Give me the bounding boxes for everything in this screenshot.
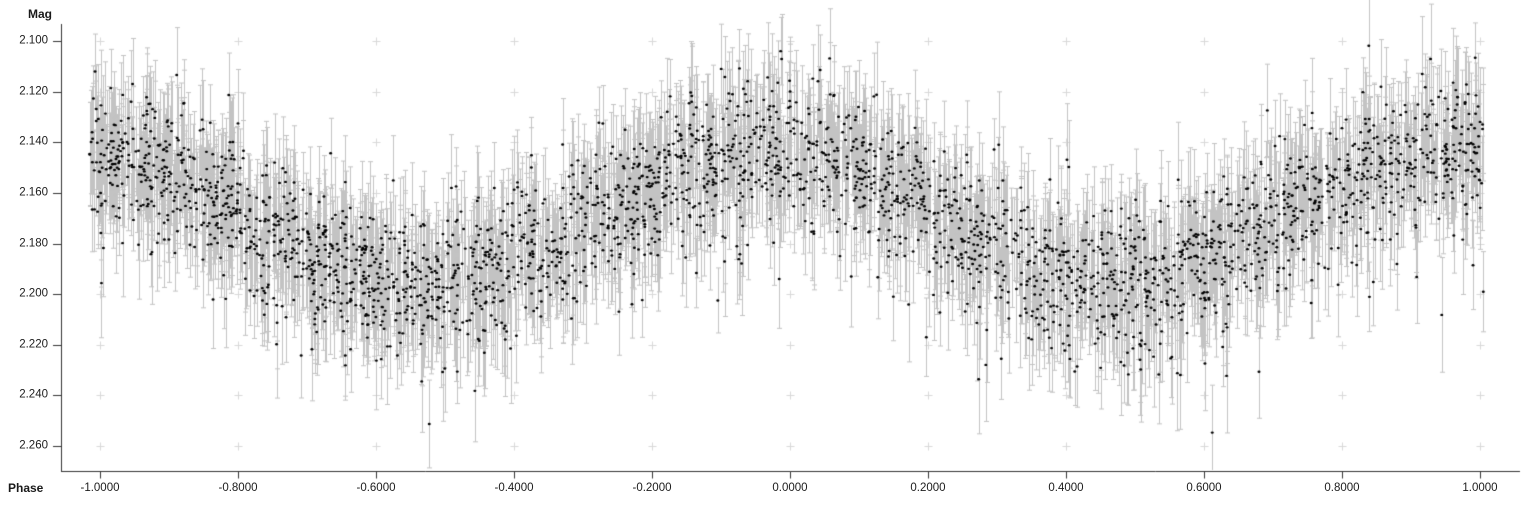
x-tick-label: 0.8000 (1324, 482, 1360, 494)
y-tick-label: 2.220 (19, 338, 48, 351)
x-tick-label: 0.0000 (772, 482, 808, 494)
y-axis-title: Mag (28, 7, 52, 21)
y-tick-label: 2.240 (19, 388, 48, 401)
x-tick-label: 0.4000 (1048, 482, 1084, 494)
y-tick-label: 2.180 (19, 237, 48, 249)
y-tick-label: 2.260 (19, 439, 48, 452)
y-tick-label: 2.200 (19, 287, 48, 300)
x-tick-label: 0.6000 (1186, 482, 1222, 494)
x-tick-label: -0.2000 (632, 482, 672, 494)
y-tick-label: 2.120 (19, 85, 48, 98)
y-tick-label: 2.160 (19, 186, 48, 199)
x-tick-label: 1.0000 (1462, 482, 1498, 494)
x-tick-label: 0.2000 (910, 482, 946, 494)
x-tick-label: -0.8000 (218, 482, 258, 494)
y-tick-label: 2.140 (19, 135, 48, 148)
x-tick-label: -0.4000 (494, 482, 534, 494)
x-tick-label: -0.6000 (356, 482, 396, 494)
x-tick-label: -1.0000 (80, 482, 120, 494)
y-tick-label: 2.100 (19, 34, 48, 47)
x-axis-title: Phase (8, 481, 44, 495)
